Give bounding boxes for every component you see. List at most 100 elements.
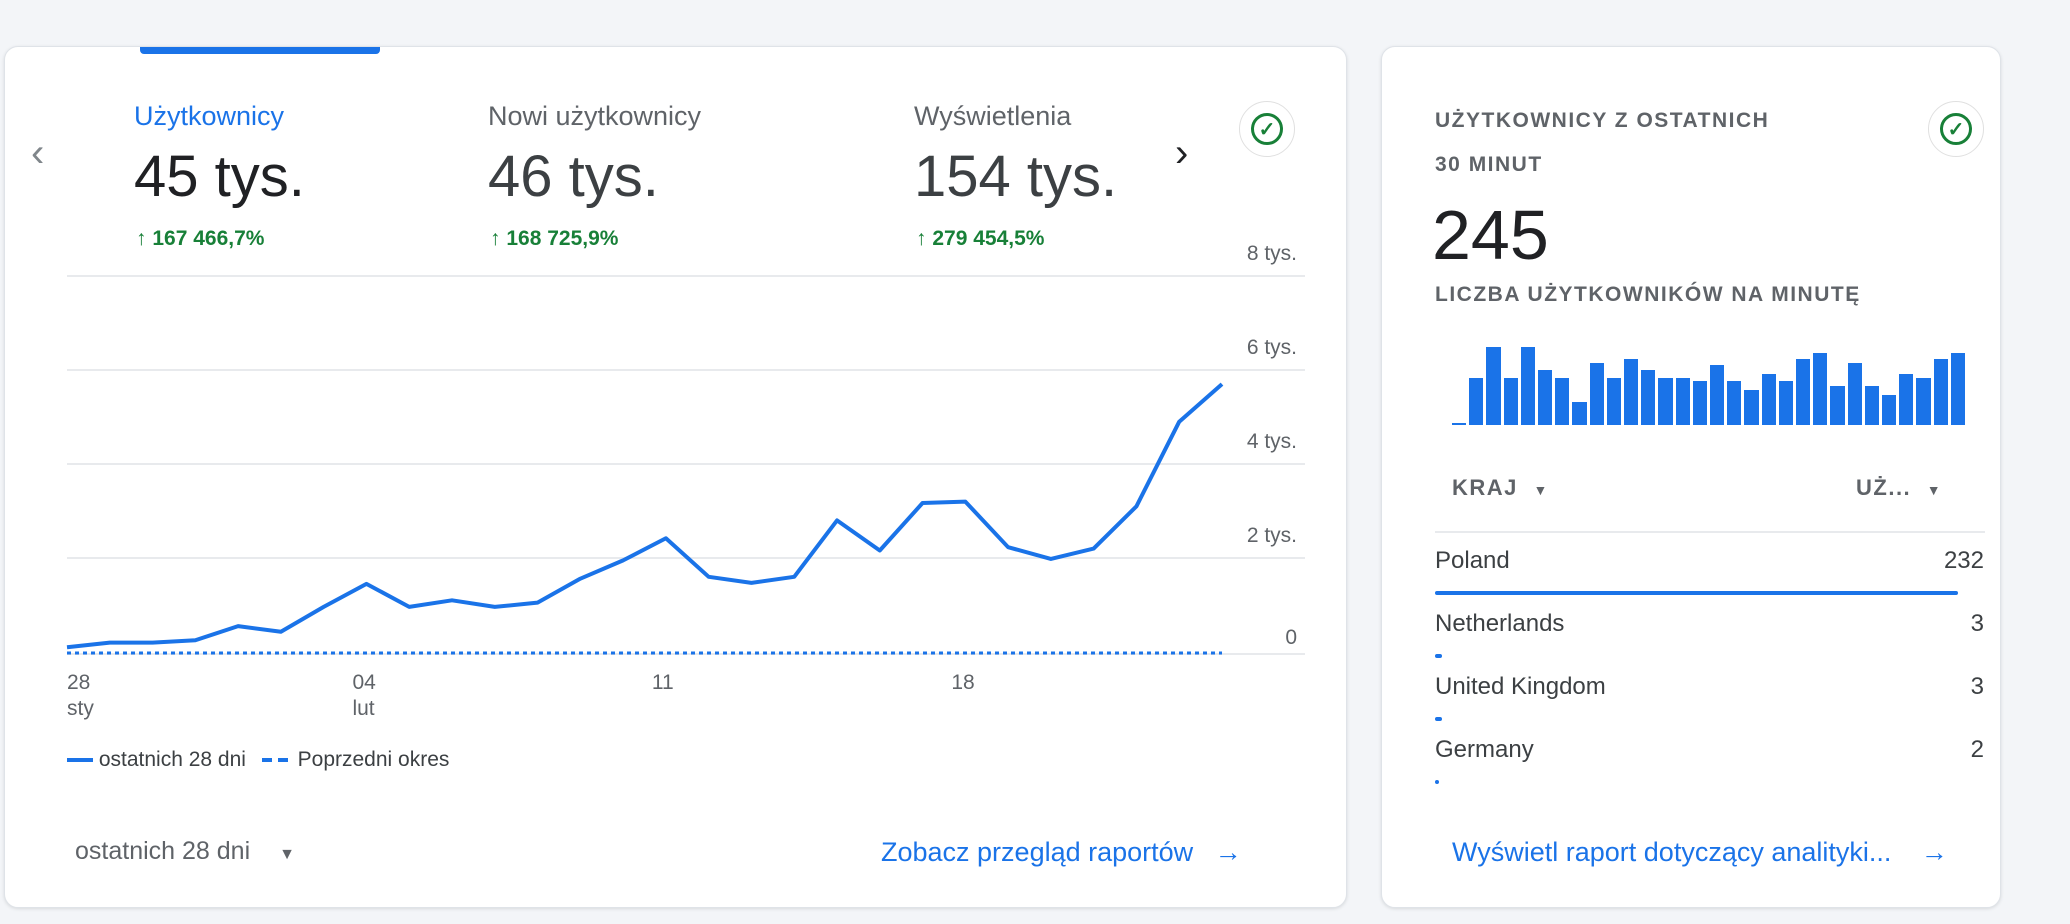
- col-label: UŻ...: [1856, 475, 1912, 500]
- x-tick-label-month: lut: [352, 697, 374, 720]
- realtime-card: UŻYTKOWNICY Z OSTATNICH 30 MINUT ✓ 245 L…: [1381, 46, 2001, 908]
- date-range-dropdown[interactable]: ostatnich 28 dni ▼: [75, 837, 295, 866]
- change-value: 168 725,9%: [506, 227, 619, 250]
- country-users: 3: [1970, 673, 1984, 700]
- country-name: Netherlands: [1435, 610, 1565, 637]
- metric-value: 45 tys.: [134, 144, 305, 209]
- metric-label: Użytkownicy: [134, 101, 285, 131]
- active-tab-indicator: [140, 47, 380, 54]
- share-bar: [1435, 654, 1442, 658]
- metric-value: 154 tys.: [914, 144, 1118, 209]
- minute-bar[interactable]: [1641, 370, 1656, 425]
- minute-bar[interactable]: [1555, 378, 1570, 425]
- arrow-up-icon: ↑: [916, 227, 927, 250]
- arrow-right-icon: →: [1920, 837, 1948, 867]
- y-tick-label: 8 tys.: [1247, 242, 1297, 265]
- x-tick-label-month: sty: [67, 697, 94, 720]
- minute-bar[interactable]: [1469, 378, 1484, 425]
- realtime-report-link[interactable]: Wyświetl raport dotyczący analityki... →: [1452, 837, 1948, 868]
- minute-bar[interactable]: [1520, 347, 1535, 425]
- minute-bar[interactable]: [1710, 364, 1725, 425]
- minute-bar[interactable]: [1589, 362, 1604, 425]
- link-label: Zobacz przegląd raportów: [881, 837, 1194, 867]
- minute-bar[interactable]: [1658, 378, 1673, 425]
- caret-down-icon: ▼: [279, 846, 295, 863]
- y-tick-label: 0: [1285, 626, 1297, 649]
- x-tick-label: 11: [652, 671, 674, 694]
- country-users: 2: [1970, 736, 1984, 763]
- minute-bar[interactable]: [1606, 378, 1621, 425]
- minute-bar[interactable]: [1675, 378, 1690, 425]
- caret-down-icon: ▼: [1533, 482, 1549, 498]
- minute-bar[interactable]: [1864, 386, 1879, 425]
- arrow-up-icon: ↑: [490, 227, 501, 250]
- minute-bar[interactable]: [1452, 423, 1467, 425]
- minute-bar[interactable]: [1727, 381, 1742, 425]
- country-name: Germany: [1435, 736, 1534, 763]
- change-value: 167 466,7%: [152, 227, 265, 250]
- x-tick-label: 04: [352, 671, 376, 694]
- minute-bar[interactable]: [1572, 401, 1587, 425]
- metric-change: ↑ 168 725,9%: [490, 227, 618, 251]
- check-circle-icon[interactable]: ✓: [1239, 101, 1295, 157]
- divider: [1435, 656, 1985, 658]
- divider: [1435, 531, 1985, 533]
- country-column-header[interactable]: KRAJ ▼: [1452, 475, 1549, 501]
- minute-bar[interactable]: [1933, 358, 1948, 425]
- realtime-value: 245: [1432, 196, 1549, 274]
- y-tick-label: 2 tys.: [1247, 524, 1297, 547]
- share-bar: [1435, 780, 1440, 784]
- minute-bar[interactable]: [1761, 374, 1776, 425]
- users-column-header[interactable]: UŻ... ▼: [1856, 475, 1942, 501]
- minute-bar[interactable]: [1847, 362, 1862, 425]
- minute-bar[interactable]: [1899, 374, 1914, 425]
- col-label: KRAJ: [1452, 475, 1518, 500]
- minute-bar[interactable]: [1486, 347, 1501, 425]
- realtime-subtitle: LICZBA UŻYTKOWNIKÓW NA MINUTĘ: [1435, 283, 1861, 306]
- current-period-line: [66, 382, 1224, 650]
- minute-bar[interactable]: [1624, 358, 1639, 425]
- line-chart: 0 2 tys. 4 tys. 6 tys. 8 tys. 28 sty 04 lut 11 18: [66, 242, 1305, 720]
- minute-bar[interactable]: [1916, 378, 1931, 425]
- minute-bar[interactable]: [1796, 358, 1811, 425]
- minute-bar[interactable]: [1882, 394, 1897, 425]
- chevron-left-icon[interactable]: ‹: [31, 131, 45, 175]
- y-tick-label: 6 tys.: [1247, 336, 1297, 359]
- country-name: United Kingdom: [1435, 673, 1606, 700]
- realtime-title: UŻYTKOWNICY Z OSTATNICH: [1435, 109, 1770, 132]
- legend-solid-swatch: [67, 758, 93, 763]
- metric-value: 46 tys.: [488, 144, 659, 209]
- minute-bar[interactable]: [1538, 370, 1553, 425]
- minute-bar[interactable]: [1692, 381, 1707, 425]
- y-tick-label: 4 tys.: [1247, 430, 1297, 453]
- realtime-title-2: 30 MINUT: [1435, 153, 1543, 176]
- minute-bar[interactable]: [1950, 353, 1965, 425]
- caret-down-icon: ▼: [1926, 482, 1943, 498]
- overview-card: ‹ › Użytkownicy 45 tys. ↑ 167 466,7% Now…: [4, 46, 1347, 908]
- minute-bar[interactable]: [1744, 389, 1759, 425]
- metric-label: Nowi użytkownicy: [488, 101, 702, 131]
- country-name: Poland: [1435, 547, 1510, 574]
- legend-current: ostatnich 28 dni: [98, 748, 246, 771]
- x-tick-label: 18: [951, 671, 974, 694]
- chevron-right-icon[interactable]: ›: [1175, 131, 1189, 175]
- check-circle-icon[interactable]: ✓: [1928, 101, 1984, 157]
- link-label: Wyświetl raport dotyczący analityki...: [1452, 837, 1892, 867]
- legend-previous: Poprzedni okres: [297, 748, 450, 771]
- minute-bar[interactable]: [1778, 381, 1793, 425]
- view-reports-link[interactable]: Zobacz przegląd raportów →: [881, 837, 1242, 868]
- metric-label: Wyświetlenia: [914, 101, 1072, 131]
- share-bar: [1435, 717, 1442, 721]
- date-range-label: ostatnich 28 dni: [75, 837, 251, 865]
- minute-bar[interactable]: [1830, 386, 1845, 425]
- share-bar: [1435, 591, 1958, 595]
- chart-legend: ostatnich 28 dni Poprzedni okres: [67, 748, 449, 772]
- legend-dashed-swatch: [261, 758, 292, 763]
- arrow-right-icon: →: [1214, 837, 1242, 867]
- metric-change: ↑ 167 466,7%: [136, 227, 264, 251]
- x-tick-label: 28: [67, 671, 90, 694]
- minute-bar[interactable]: [1813, 353, 1828, 425]
- minute-bar[interactable]: [1503, 378, 1518, 425]
- change-value: 279 454,5%: [932, 227, 1045, 250]
- arrow-up-icon: ↑: [136, 227, 147, 250]
